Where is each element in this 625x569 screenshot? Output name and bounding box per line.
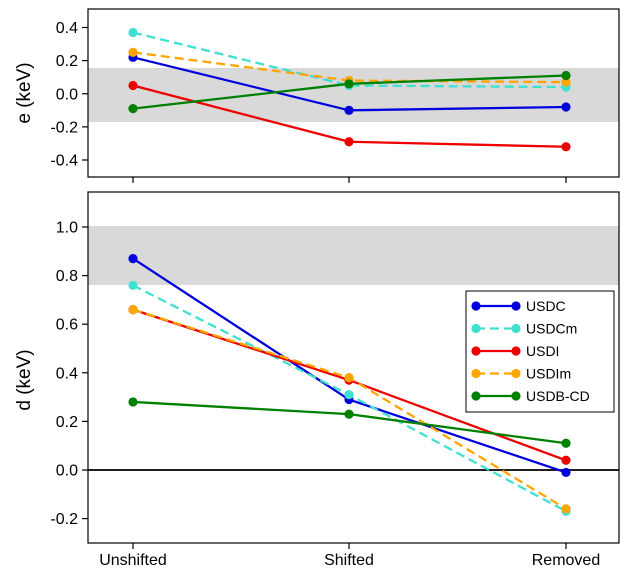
legend: USDC USDCm USDI USDIm USDB-CD [465, 290, 615, 413]
legend-marker-usdb-cd [471, 391, 481, 401]
panel-d-point-usdc-removed [561, 467, 571, 478]
legend-marker-usdim [511, 368, 521, 379]
panel-e-x-ticks [132, 177, 567, 183]
panel-e-ylabel: e (keV) [14, 62, 35, 123]
legend-marker-usdb-cd [511, 391, 521, 401]
panel-d-ytick-label: 0.4 [56, 365, 78, 382]
panel-d-point-usdb-cd-removed [561, 438, 571, 448]
panel-e-point-usdb-cd-shifted [344, 79, 354, 89]
legend-label-usdc: USDC [526, 298, 566, 314]
legend-marker-usdc [471, 301, 481, 311]
panel-d-band [88, 226, 619, 285]
panel-d-ytick-label: 0.6 [56, 317, 78, 334]
panel-e-ytick-label: 0.4 [56, 20, 78, 37]
panel-d-ytick-label: 1.0 [56, 220, 78, 237]
panel-d-ytick-label: 0.8 [56, 268, 78, 285]
x-category-label-shifted: Shifted [324, 552, 374, 569]
panel-e-point-usdim-unshifted [128, 47, 138, 57]
panel-d-ytick-label: -0.2 [50, 511, 78, 528]
panel-d-point-usdc-unshifted [128, 253, 138, 264]
panel-d-series [128, 253, 571, 516]
panel-d-point-usdim-removed [561, 504, 571, 514]
panel-e-ytick-label: -0.4 [50, 152, 78, 169]
panel-e-series-line-usdcm [132, 31, 567, 89]
panel-e-series [128, 27, 571, 152]
panel-e-y-axis: 0.4 0.2 0.0 -0.2 -0.4 [50, 20, 88, 169]
legend-marker-usdi [511, 346, 521, 356]
panel-e-point-usdcm-unshifted [128, 27, 138, 38]
panel-e-point-usdc-removed [561, 102, 571, 112]
panel-e-ytick-label: 0.2 [56, 53, 78, 70]
legend-marker-usdcm [471, 323, 481, 334]
x-category-label-removed: Removed [532, 552, 600, 569]
panel-d-x-axis: Unshifted Shifted Removed [99, 543, 600, 569]
legend-label-usdb-cd: USDB-CD [526, 388, 590, 404]
panel-e-point-usdi-unshifted [128, 80, 138, 91]
panel-d-ytick-label: 0.2 [56, 414, 78, 431]
panel-e: 0.4 0.2 0.0 -0.2 -0.4 e (keV) [14, 8, 620, 183]
legend-marker-usdi [471, 346, 481, 356]
panel-e-ytick-label: 0.0 [56, 86, 78, 103]
panel-d-point-usdb-cd-shifted [344, 409, 354, 419]
panel-d-point-usdim-shifted [344, 373, 354, 383]
panel-d-point-usdcm-shifted [344, 390, 354, 400]
panel-d-ylabel: d (keV) [14, 349, 35, 410]
panel-e-frame [87, 8, 620, 178]
panel-d: 1.0 0.8 0.6 0.4 0.2 0.0 -0.2 Unshifted Shifted R… [14, 191, 620, 569]
legend-marker-usdim [471, 368, 481, 379]
panel-e-point-usdb-cd-unshifted [128, 104, 138, 114]
panel-d-point-usdim-unshifted [128, 305, 138, 315]
panel-e-point-usdi-shifted [344, 137, 354, 147]
panel-e-point-usdi-removed [561, 142, 571, 152]
legend-marker-usdcm [511, 323, 521, 334]
panel-d-y-axis: 1.0 0.8 0.6 0.4 0.2 0.0 -0.2 [50, 220, 88, 528]
legend-label-usdcm: USDCm [526, 321, 577, 337]
panel-e-point-usdim-removed [561, 77, 571, 87]
legend-items: USDC USDCm USDI USDIm USDB-CD [471, 298, 590, 404]
legend-label-usdim: USDIm [526, 366, 571, 382]
panel-d-frame [87, 191, 620, 544]
panel-d-point-usdi-removed [561, 455, 571, 465]
panel-e-ytick-label: -0.2 [50, 119, 78, 136]
panel-e-point-usdb-cd-removed [561, 70, 571, 81]
panel-e-point-usdc-shifted [344, 105, 354, 115]
x-category-label-unshifted: Unshifted [99, 552, 167, 569]
legend-marker-usdc [511, 301, 521, 311]
panel-d-ytick-label: 0.0 [56, 463, 78, 480]
legend-label-usdi: USDI [526, 343, 559, 359]
panel-d-point-usdcm-unshifted [128, 280, 138, 290]
panel-d-point-usdb-cd-unshifted [128, 397, 138, 407]
